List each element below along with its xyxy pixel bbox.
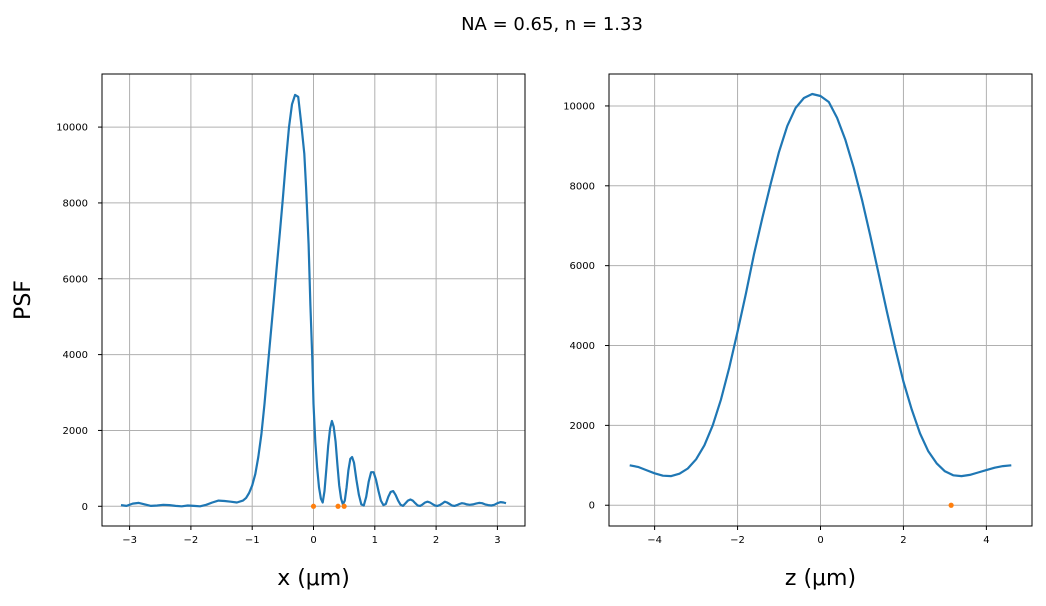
- left-x-tick-label: 0: [310, 535, 316, 546]
- right-y-ticks: 0 2000 4000 6000 8000 10000: [563, 101, 609, 512]
- left-grid: [102, 74, 525, 526]
- left-x-tick-label: 3: [494, 535, 500, 546]
- left-y-tick-label: 2000: [63, 426, 88, 437]
- right-axes: −4 −2 0 2 4 0 2000 4000 6000 8000 10000 z (μm): [563, 73, 1033, 591]
- right-x-tick-label: −2: [730, 535, 745, 546]
- left-x-tick-label: −1: [245, 535, 260, 546]
- left-x-tick-label: 1: [372, 535, 378, 546]
- left-series: [120, 93, 507, 508]
- left-y-axis-label: PSF: [11, 280, 36, 320]
- left-y-tick-label: 10000: [56, 123, 88, 134]
- right-grid: [609, 74, 1032, 526]
- right-y-tick-label: 0: [589, 501, 595, 512]
- right-y-tick-label: 6000: [570, 261, 595, 272]
- right-psf-curve: [629, 92, 1012, 478]
- right-x-tick-label: 0: [817, 535, 823, 546]
- left-marker-point: [341, 503, 347, 509]
- right-y-tick-label: 10000: [563, 101, 595, 112]
- right-y-tick-label: 4000: [570, 341, 595, 352]
- left-marker-point: [335, 503, 341, 509]
- left-y-tick-label: 0: [82, 502, 88, 513]
- left-psf-curve: [120, 93, 507, 508]
- right-x-tick-label: 2: [900, 535, 906, 546]
- right-y-tick-label: 2000: [570, 421, 595, 432]
- left-points: [310, 503, 347, 509]
- right-points: [948, 502, 954, 508]
- right-x-tick-label: −4: [647, 535, 662, 546]
- left-y-tick-label: 6000: [63, 274, 88, 285]
- figure-title: NA = 0.65, n = 1.33: [461, 14, 643, 35]
- right-x-ticks: −4 −2 0 2 4: [647, 526, 990, 546]
- right-marker-point: [948, 502, 954, 508]
- right-y-tick-label: 8000: [570, 181, 595, 192]
- left-x-tick-label: −2: [184, 535, 199, 546]
- left-y-tick-label: 4000: [63, 350, 88, 361]
- left-x-tick-label: 2: [433, 535, 439, 546]
- left-axes: −3 −2 −1 0 1 2 3 0 2000 4000 6000 8000 10000 x (μm)…: [11, 73, 526, 591]
- left-y-tick-label: 8000: [63, 198, 88, 209]
- right-x-axis-label: z (μm): [785, 566, 856, 591]
- left-x-tick-label: −3: [122, 535, 137, 546]
- left-x-ticks: −3 −2 −1 0 1 2 3: [122, 526, 501, 546]
- left-x-axis-label: x (μm): [277, 566, 350, 591]
- left-marker-point: [310, 503, 317, 509]
- right-x-tick-label: 4: [983, 535, 989, 546]
- left-y-ticks: 0 2000 4000 6000 8000 10000: [56, 123, 102, 513]
- right-series: [629, 92, 1012, 478]
